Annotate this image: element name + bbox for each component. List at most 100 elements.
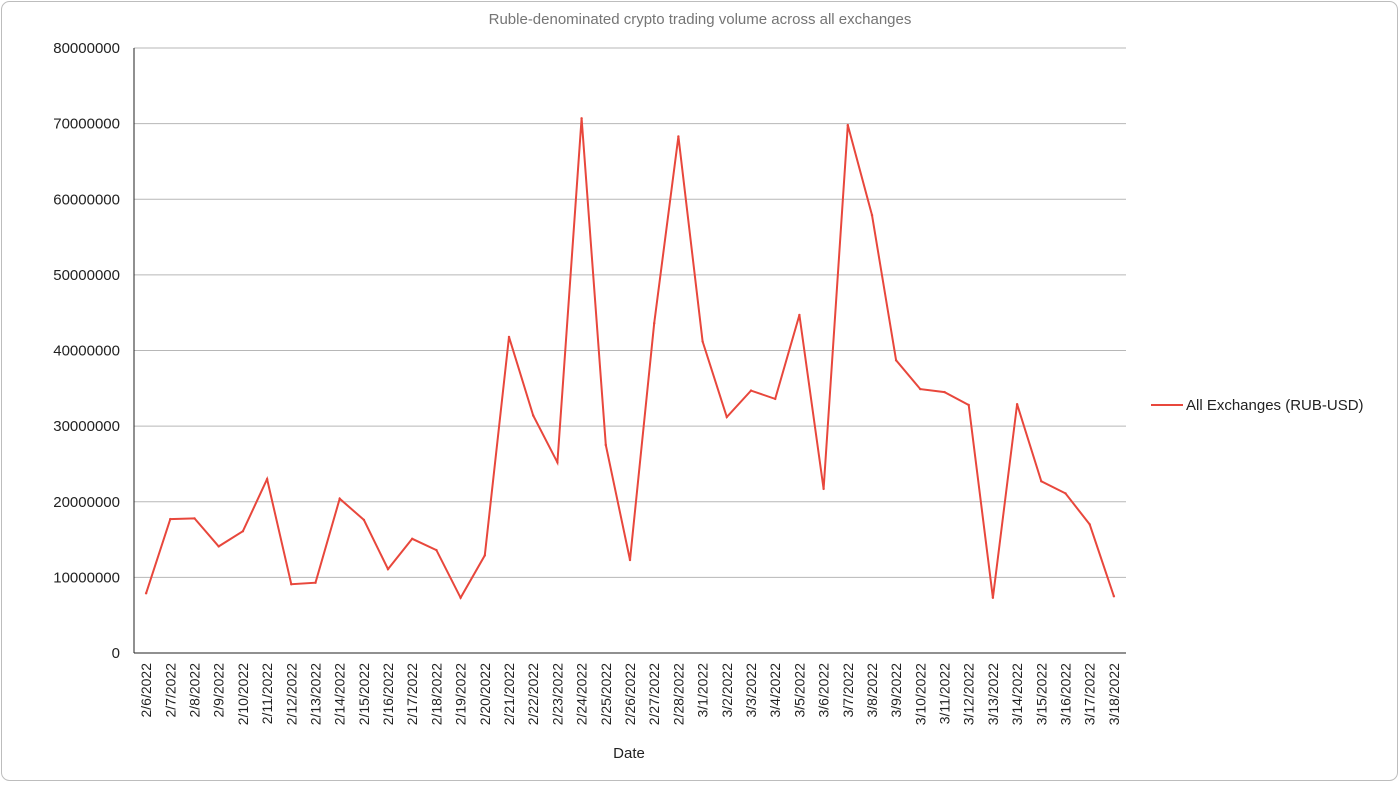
- x-tick-label: 2/11/2022: [259, 663, 275, 724]
- data-point[interactable]: [677, 135, 680, 138]
- y-axis-tick-labels: 0 10000000 20000000 30000000 40000000 5000000…: [53, 40, 120, 662]
- data-point[interactable]: [556, 461, 559, 464]
- x-tick-label: 3/6/2022: [816, 663, 832, 718]
- x-tick-label: 2/16/2022: [380, 663, 396, 725]
- data-point[interactable]: [967, 403, 970, 407]
- x-tick-label: 3/16/2022: [1058, 663, 1074, 725]
- data-point[interactable]: [411, 537, 414, 540]
- y-tick-label: 60000000: [53, 191, 120, 208]
- axes: [133, 48, 1126, 654]
- data-point[interactable]: [314, 581, 317, 584]
- data-point[interactable]: [1015, 403, 1019, 406]
- y-tick-label: 10000000: [53, 569, 120, 586]
- data-point[interactable]: [362, 518, 366, 522]
- data-point[interactable]: [435, 548, 438, 552]
- x-tick-label: 2/24/2022: [574, 663, 590, 725]
- x-tick-label: 3/15/2022: [1033, 663, 1049, 725]
- x-tick-label: 3/3/2022: [743, 663, 759, 718]
- data-point[interactable]: [943, 390, 946, 394]
- data-point[interactable]: [846, 123, 849, 127]
- x-tick-label: 2/14/2022: [332, 663, 348, 725]
- data-point[interactable]: [265, 477, 269, 481]
- x-tick-label: 2/10/2022: [235, 663, 251, 725]
- data-point[interactable]: [532, 414, 535, 417]
- x-tick-label: 2/23/2022: [549, 663, 565, 725]
- x-tick-label: 3/5/2022: [791, 663, 807, 718]
- x-tick-label: 2/18/2022: [428, 663, 444, 725]
- x-tick-label: 3/9/2022: [888, 663, 904, 718]
- x-tick-label: 3/17/2022: [1082, 663, 1098, 725]
- data-point[interactable]: [774, 397, 777, 401]
- data-point[interactable]: [822, 487, 825, 491]
- data-point[interactable]: [1088, 523, 1091, 526]
- x-tick-label: 3/4/2022: [767, 663, 783, 718]
- x-tick-label: 2/13/2022: [307, 663, 323, 725]
- data-point[interactable]: [459, 596, 462, 599]
- x-tick-label: 2/17/2022: [404, 663, 420, 725]
- x-tick-label: 2/27/2022: [646, 663, 662, 725]
- data-point[interactable]: [725, 415, 728, 419]
- y-tick-label: 0: [112, 645, 120, 662]
- data-point[interactable]: [894, 359, 898, 362]
- data-point[interactable]: [870, 213, 874, 217]
- data-point[interactable]: [580, 117, 583, 120]
- data-point[interactable]: [241, 530, 245, 533]
- data-point[interactable]: [653, 322, 656, 325]
- data-point[interactable]: [1064, 492, 1067, 495]
- x-tick-label: 3/10/2022: [912, 663, 928, 725]
- y-tick-label: 70000000: [53, 116, 120, 133]
- x-axis-tick-labels: 2/6/2022 2/7/2022 2/8/2022 2/9/2022 2/10/202…: [138, 663, 1122, 726]
- legend[interactable]: All Exchanges (RUB-USD): [1151, 397, 1364, 414]
- data-point[interactable]: [338, 497, 341, 500]
- x-tick-label: 2/20/2022: [477, 663, 493, 725]
- data-point[interactable]: [217, 545, 220, 548]
- data-point[interactable]: [604, 443, 607, 447]
- chart-title: Ruble-denominated crypto trading volume …: [489, 11, 912, 28]
- data-point[interactable]: [701, 340, 704, 343]
- y-tick-label: 20000000: [53, 494, 120, 511]
- x-tick-label: 2/26/2022: [622, 663, 638, 725]
- y-tick-label: 80000000: [53, 40, 120, 57]
- x-tick-label: 3/8/2022: [864, 663, 880, 718]
- x-tick-label: 3/12/2022: [961, 663, 977, 725]
- x-tick-label: 3/7/2022: [840, 663, 856, 718]
- data-point[interactable]: [169, 517, 172, 521]
- data-point[interactable]: [290, 583, 293, 586]
- gridlines: [134, 47, 1126, 578]
- x-tick-label: 3/1/2022: [695, 663, 711, 718]
- x-tick-label: 3/2/2022: [719, 663, 735, 718]
- x-tick-label: 2/9/2022: [211, 663, 227, 718]
- data-point[interactable]: [749, 389, 753, 392]
- series-layer: [144, 117, 1116, 600]
- x-tick-label: 3/18/2022: [1106, 663, 1122, 725]
- x-tick-label: 2/21/2022: [501, 663, 517, 725]
- data-point[interactable]: [483, 554, 486, 557]
- data-point[interactable]: [1112, 595, 1116, 598]
- y-tick-label: 50000000: [53, 267, 120, 284]
- y-tick-label: 30000000: [53, 418, 120, 435]
- x-tick-label: 2/28/2022: [670, 663, 686, 725]
- data-point[interactable]: [193, 517, 196, 520]
- data-point[interactable]: [991, 596, 995, 599]
- x-tick-label: 2/8/2022: [186, 663, 202, 718]
- x-tick-label: 2/6/2022: [138, 663, 154, 718]
- x-tick-label: 2/22/2022: [525, 663, 541, 725]
- data-point[interactable]: [386, 567, 390, 571]
- data-point[interactable]: [1040, 480, 1043, 483]
- x-tick-label: 3/11/2022: [937, 663, 953, 724]
- x-axis-title: Date: [613, 745, 645, 762]
- x-tick-label: 2/19/2022: [453, 663, 469, 725]
- data-point[interactable]: [507, 335, 511, 339]
- data-point[interactable]: [628, 558, 632, 562]
- data-point[interactable]: [919, 387, 922, 391]
- y-tick-label: 40000000: [53, 343, 120, 360]
- x-tick-label: 2/25/2022: [598, 663, 614, 725]
- x-tick-label: 2/15/2022: [356, 663, 372, 725]
- x-tick-label: 3/13/2022: [985, 663, 1001, 725]
- x-tick-label: 2/12/2022: [283, 663, 299, 725]
- data-point[interactable]: [144, 592, 148, 595]
- x-tick-label: 2/7/2022: [162, 663, 178, 718]
- data-point[interactable]: [798, 313, 801, 317]
